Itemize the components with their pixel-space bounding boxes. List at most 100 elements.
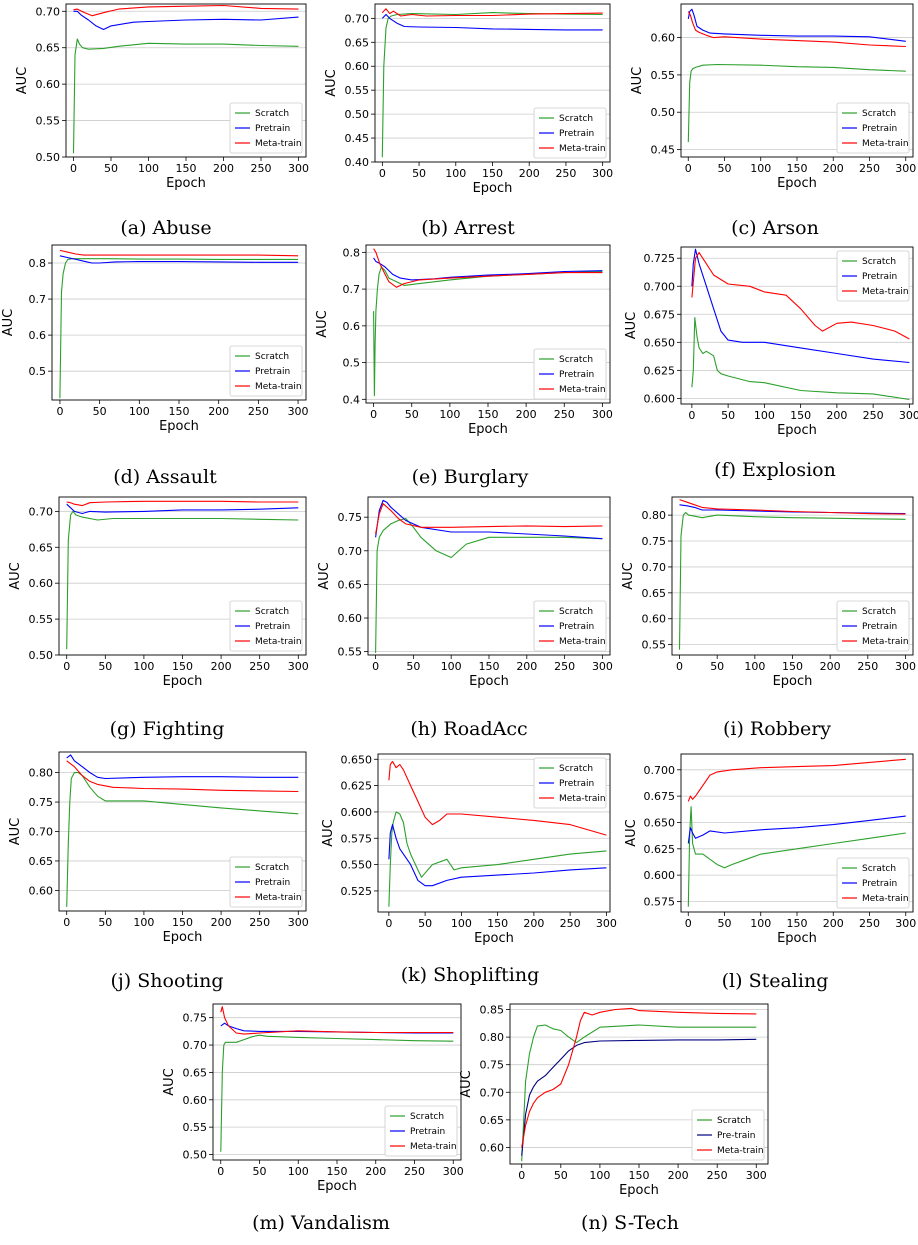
legend-label: Scratch [862,864,896,874]
x-axis-label: Epoch [773,674,813,689]
legend-box [533,107,607,159]
x-tick-label: 250 [560,917,581,930]
legend-label: Meta-train [255,382,302,392]
y-tick-label: 0.55 [338,646,363,659]
y-axis-label: AUC [8,562,23,590]
legend-label: Pretrain [559,622,594,632]
series-line-pretrain [388,824,607,887]
legend-label: Pretrain [559,370,594,380]
series-line-meta-train [59,249,299,257]
y-tick-label: 0.600 [341,806,373,819]
x-tick-label: 300 [596,917,617,930]
legend-label: Meta-train [559,637,606,647]
y-tick-label: 0.75 [480,1059,505,1072]
legend-label: Scratch [559,355,593,365]
y-tick-label: 0.60 [651,32,676,45]
x-tick-label: 300 [592,167,613,180]
subplot-13: 0.60 0.65 0.70 0.75 0.80 0.85 0 50 100 150 200 250 3… [459,1004,769,1234]
plot-frame [367,496,611,656]
series-line-scratch [687,806,906,907]
x-tick-label: 200 [211,660,232,673]
x-tick-label: 250 [554,408,575,421]
y-tick-label: 0.65 [36,42,61,55]
y-axis-label: AUC [621,562,636,590]
y-tick-label: 0.625 [644,843,676,856]
legend-box [836,250,910,302]
x-tick-label: 0 [379,167,386,180]
legend-label: Scratch [410,1112,444,1122]
x-tick-label: 0 [63,660,70,673]
y-axis-label: AUC [15,67,30,95]
x-axis-label: Epoch [317,1179,357,1194]
y-tick-label: 0.50 [36,151,61,164]
legend-label: Pretrain [255,124,290,134]
y-tick-label: 0.5 [343,357,361,370]
subplot-9: 0.60 0.65 0.70 0.75 0.80 0 50 100 150 200 250 300 Ep… [8,751,309,992]
legend-label: Scratch [255,607,289,617]
legend-box [691,1109,765,1161]
x-tick-label: 200 [820,660,841,673]
legend-label: Pretrain [255,878,290,888]
y-tick-label: 0.65 [29,541,54,554]
legend-label: Pretrain [255,622,290,632]
legend-label: Scratch [559,764,593,774]
x-tick-label: 300 [592,660,613,673]
x-axis-label: Epoch [163,674,203,689]
y-tick-label: 0.60 [642,613,667,626]
x-tick-label: 100 [129,405,150,418]
y-tick-label: 0.70 [642,561,667,574]
y-tick-label: 0.70 [480,1086,505,1099]
legend-label: Scratch [255,863,289,873]
series-line-meta-train [66,760,299,793]
x-tick-label: 250 [859,162,880,175]
plot-frame [65,3,307,158]
x-tick-label: 200 [823,162,844,175]
legend: Scratch Pretrain Meta-train [836,250,910,302]
legend-label: Scratch [559,607,593,617]
y-tick-label: 0.70 [345,12,370,25]
series-line-pretrain [73,10,299,31]
legend-label: Pretrain [255,367,290,377]
x-axis-label: Epoch [474,931,514,946]
x-axis-label: Epoch [166,176,206,191]
series-line-scratch [59,258,299,399]
plot-frame [671,496,914,656]
legend-label: Meta-train [559,794,606,804]
y-tick-label: 0.60 [480,1141,505,1154]
x-tick-label: 250 [249,660,270,673]
y-tick-label: 0.65 [338,578,363,591]
y-tick-label: 0.60 [29,577,54,590]
subplot-0: 0.50 0.55 0.60 0.65 0.70 0 50 100 150 200 250 300 Ep… [15,3,309,239]
plot-frame [680,246,914,405]
plot-frame [374,3,611,163]
series-line-meta-train [687,758,906,802]
y-tick-label: 0.55 [345,84,370,97]
legend-label: Meta-train [862,637,909,647]
x-tick-label: 250 [248,405,269,418]
legend-label: Pretrain [862,622,897,632]
y-tick-label: 0.650 [644,816,676,829]
legend-label: Meta-train [862,894,909,904]
y-axis-label: AUC [630,67,645,95]
series-line-pretrain [375,499,603,540]
x-tick-label: 200 [211,916,232,929]
y-tick-label: 0.65 [345,36,370,49]
y-tick-label: 0.4 [343,393,361,406]
y-tick-label: 0.575 [341,832,373,845]
series-line-scratch [72,38,299,154]
x-tick-label: 250 [404,1165,425,1178]
x-tick-label: 200 [516,408,537,421]
y-tick-label: 0.625 [341,780,373,793]
series-line-meta-train [687,11,906,48]
legend: Scratch Pretrain Meta-train [836,600,910,652]
x-tick-label: 150 [169,405,190,418]
series-line-meta-train [679,499,906,515]
x-tick-label: 150 [790,409,811,422]
legend-label: Scratch [862,607,896,617]
x-tick-label: 150 [478,408,499,421]
plot-frame [212,1003,462,1161]
y-tick-label: 0.70 [338,545,363,558]
y-tick-label: 0.75 [183,1012,208,1025]
series-line-pre-train [521,1038,757,1156]
y-tick-label: 0.8 [343,246,361,259]
